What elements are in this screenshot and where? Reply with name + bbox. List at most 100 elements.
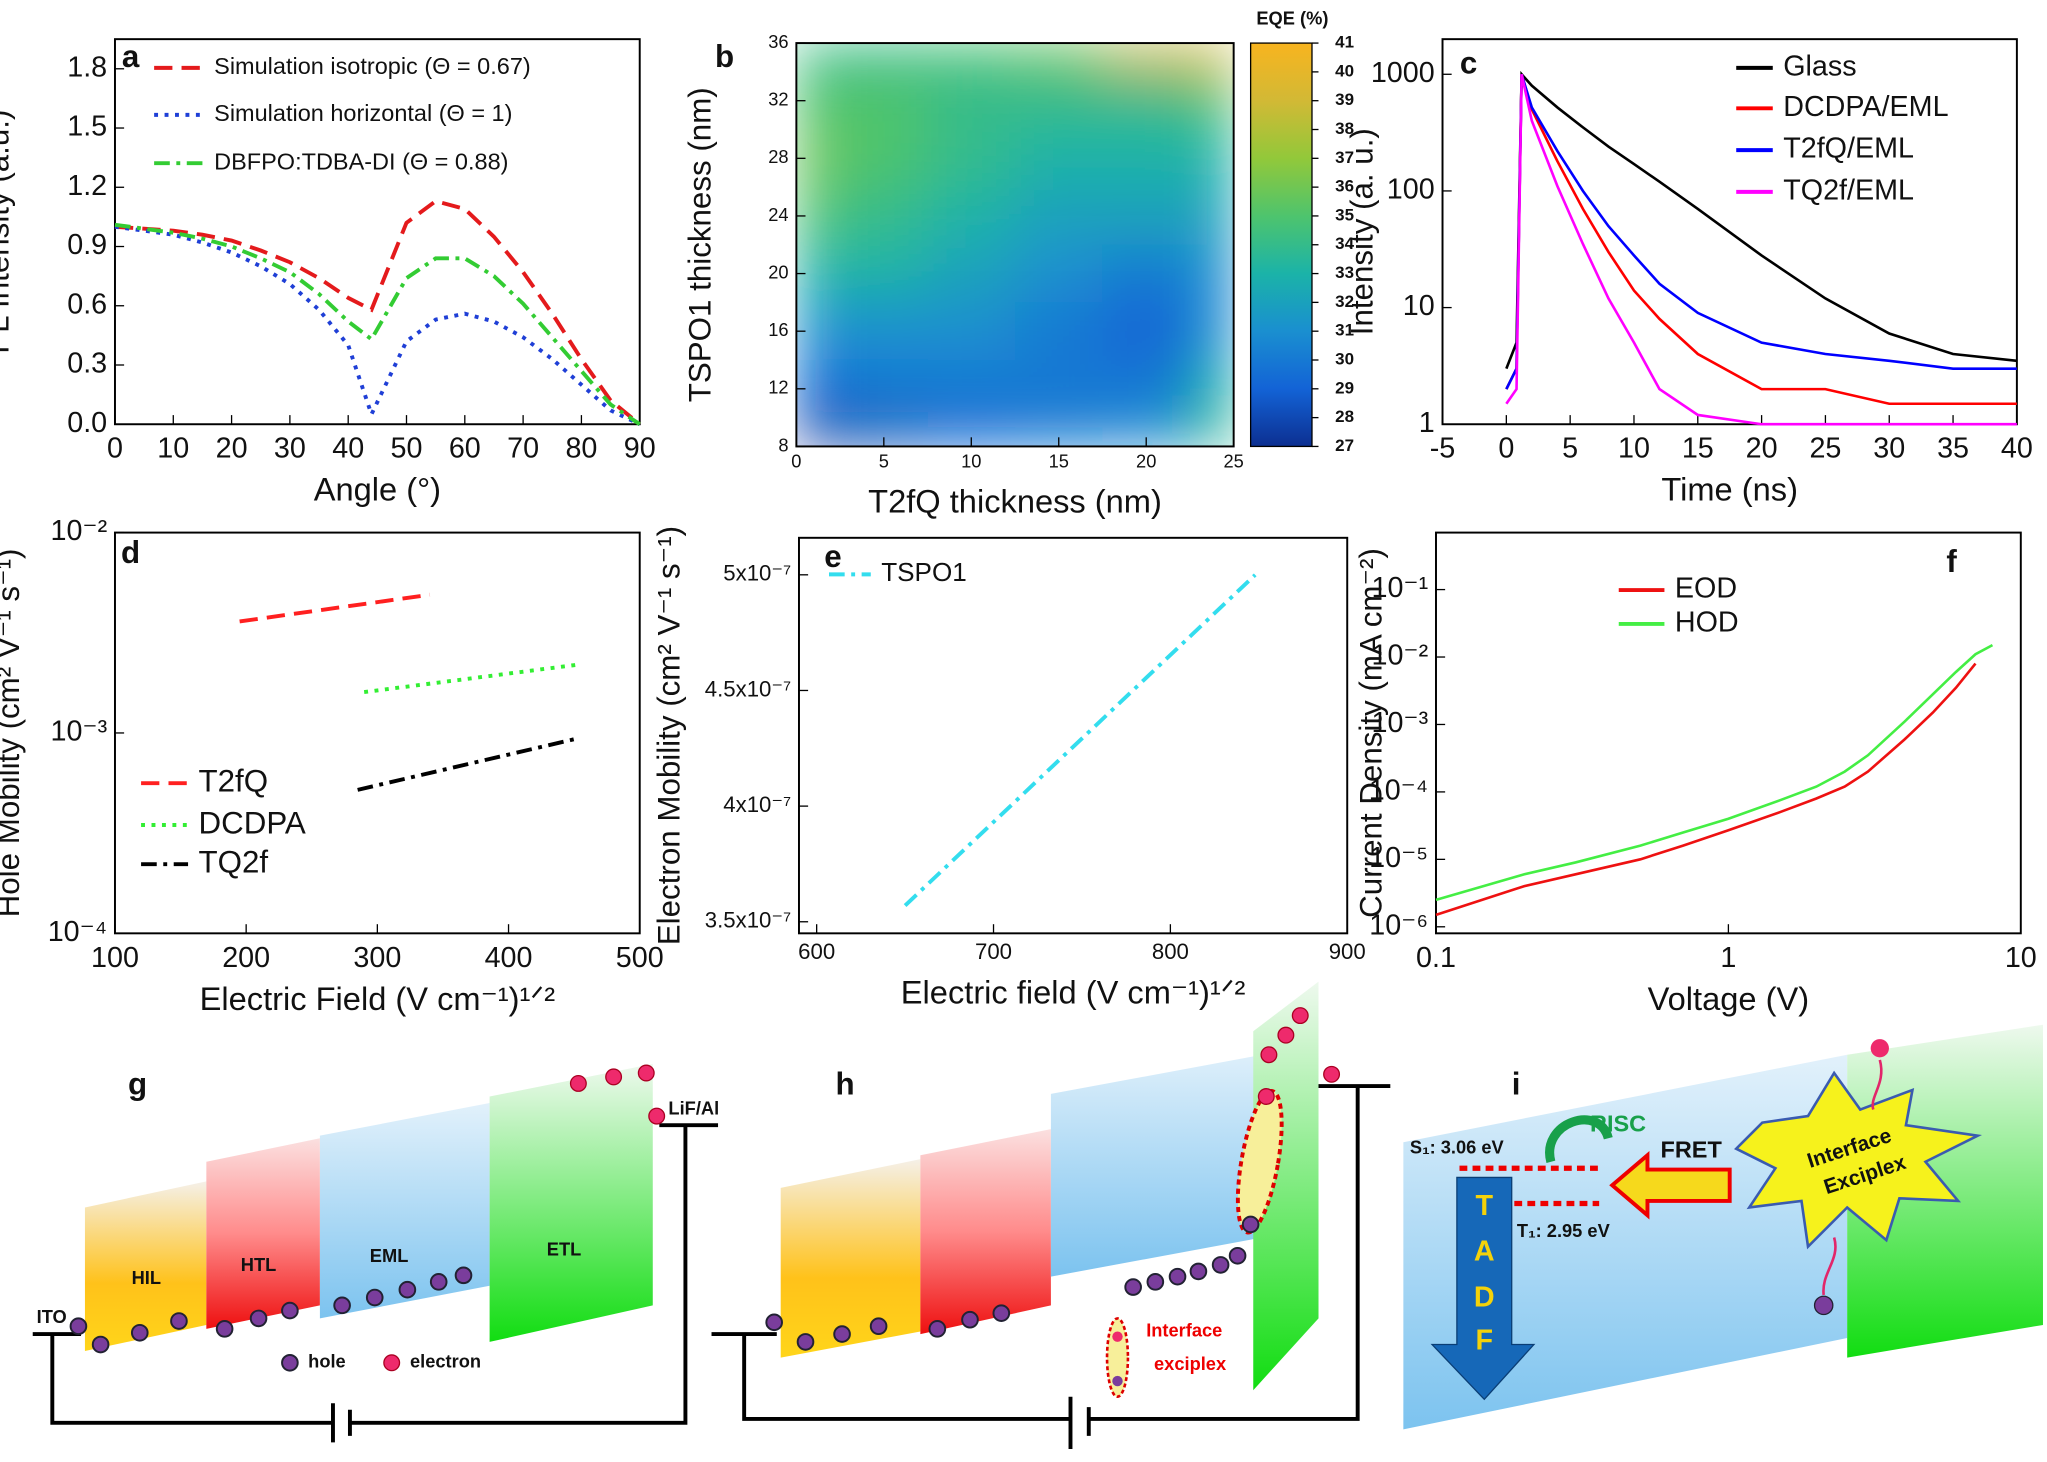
y-tick-label: 32 bbox=[768, 89, 788, 110]
y-tick-label: 10⁻³ bbox=[50, 716, 107, 748]
y-tick-label: 4x10⁻⁷ bbox=[723, 792, 791, 817]
y-tick-label: 4.5x10⁻⁷ bbox=[705, 676, 791, 701]
heat-cell bbox=[1015, 43, 1103, 72]
heat-cell bbox=[1189, 187, 1234, 245]
hil-layer bbox=[84, 1181, 207, 1352]
electron-path bbox=[1871, 1059, 1883, 1110]
circuit bbox=[711, 1084, 1391, 1449]
exciplex-label: exciplex bbox=[1154, 1353, 1227, 1374]
x-tick-label: 35 bbox=[1937, 433, 1969, 465]
y-tick-label: 0.6 bbox=[67, 288, 107, 320]
heat-cell bbox=[927, 43, 1016, 72]
chart-a: 0 10 20 30 40 50 60 70 80 90 0.0 0.3 0.6 0.9 1.2 1.5 1.8… bbox=[0, 38, 656, 508]
x-tick-label: 0.1 bbox=[1416, 942, 1456, 974]
holes bbox=[765, 1215, 1260, 1351]
y-tick-label: 100 bbox=[1387, 174, 1435, 206]
circuit bbox=[32, 1123, 719, 1443]
y-axis-label: Hole Mobility (cm² V⁻¹ s⁻¹) bbox=[0, 549, 26, 918]
x-tick-label: 10 bbox=[1618, 433, 1650, 465]
legend-label: hole bbox=[308, 1351, 346, 1372]
heat-cell bbox=[1102, 302, 1190, 360]
x-tick-label: 60 bbox=[449, 433, 481, 465]
panel-label: d bbox=[121, 535, 140, 570]
htl-layer bbox=[206, 1138, 320, 1329]
tadf-letter: F bbox=[1476, 1324, 1494, 1356]
electrons bbox=[383, 1064, 666, 1372]
layer-label: HTL bbox=[241, 1254, 277, 1275]
fret-label: FRET bbox=[1661, 1137, 1723, 1163]
x-tick-label: 900 bbox=[1329, 939, 1366, 964]
chart-d: 100 200 300 400 500 10⁻⁴ 10⁻³ 10⁻² Electric Fiel… bbox=[0, 515, 664, 1017]
x-tick-label: 0 bbox=[1498, 433, 1514, 465]
series-line bbox=[239, 592, 431, 624]
y-axis-label: Current Density (mA cm⁻²) bbox=[1354, 548, 1389, 918]
level-label: S₁: 3.06 eV bbox=[1410, 1137, 1505, 1158]
legend-label: Glass bbox=[1783, 50, 1856, 82]
plot-frame bbox=[795, 42, 1235, 448]
x-tick-label: 5 bbox=[879, 451, 889, 472]
heat-cell bbox=[1102, 359, 1190, 418]
risc-label: RISC bbox=[1590, 1110, 1646, 1136]
x-axis-label: Voltage (V) bbox=[1648, 980, 1809, 1017]
x-tick-label: 400 bbox=[485, 942, 533, 974]
colorbar-tick-label: 35 bbox=[1335, 205, 1354, 224]
diagram-i: i T A D F S₁: 3.06 eV T₁: 2.95 eV RISC F… bbox=[1403, 1024, 2043, 1430]
x-tick-label: 200 bbox=[222, 942, 270, 974]
y-tick-label: 1.2 bbox=[67, 170, 107, 202]
series-line bbox=[1435, 662, 1977, 917]
hil-layer bbox=[780, 1159, 921, 1358]
x-tick-label: 15 bbox=[1049, 451, 1069, 472]
colorbar-tick-label: 37 bbox=[1335, 148, 1354, 167]
heat-cell bbox=[1015, 187, 1103, 245]
colorbar-tick-label: 38 bbox=[1335, 119, 1354, 138]
exciplex-star bbox=[1734, 1070, 1983, 1250]
heat-cell bbox=[796, 43, 841, 72]
colorbar-tick-label: 41 bbox=[1335, 33, 1354, 52]
x-tick-label: 30 bbox=[274, 433, 306, 465]
y-tick-label: 10⁻⁴ bbox=[1369, 774, 1428, 806]
y-tick-label: 10⁻² bbox=[50, 515, 107, 547]
panel-label: a bbox=[122, 39, 140, 74]
legend-label: EOD bbox=[1675, 573, 1737, 605]
colorbar-tick-label: 32 bbox=[1335, 292, 1354, 311]
x-tick-label: 90 bbox=[624, 433, 656, 465]
series-line bbox=[1505, 73, 2017, 406]
x-tick-label: 40 bbox=[2001, 433, 2033, 465]
x-tick-label: 15 bbox=[1682, 433, 1714, 465]
legend-label: TQ2f/EML bbox=[1783, 174, 1914, 206]
heat-cell bbox=[1189, 302, 1234, 360]
plot-frame bbox=[797, 536, 1349, 935]
y-tick-label: 5x10⁻⁷ bbox=[723, 561, 791, 586]
heat-cell bbox=[1015, 129, 1103, 188]
plot-frame bbox=[113, 531, 641, 935]
heat-cell bbox=[1102, 129, 1190, 188]
legend-label: T2fQ/EML bbox=[1783, 133, 1914, 165]
diagram-h: h Interface exciplex bbox=[711, 981, 1391, 1449]
y-tick-label: 10⁻⁶ bbox=[1369, 909, 1428, 941]
x-tick-label: 5 bbox=[1562, 433, 1578, 465]
chart-c: -5 0 5 10 15 20 25 30 35 40 1 10 100 1000 Time (ns) Int… bbox=[1344, 38, 2033, 508]
panel-label: c bbox=[1460, 46, 1477, 81]
y-tick-label: 36 bbox=[768, 31, 788, 52]
y-tick-label: 3.5x10⁻⁷ bbox=[705, 908, 791, 933]
electrode-label: LiF/Al bbox=[668, 1097, 719, 1118]
electron bbox=[1870, 1039, 1889, 1058]
heat-cell bbox=[1102, 244, 1190, 303]
x-tick-label: 0 bbox=[791, 451, 801, 472]
legend-label: electron bbox=[410, 1351, 481, 1372]
exciplex-label: Interface bbox=[1146, 1319, 1222, 1340]
tadf-letter: D bbox=[1474, 1281, 1495, 1313]
diagram-g: g HIL HTL EML ETL ITO LiF/Al hole electr… bbox=[32, 1063, 719, 1443]
heat-cell bbox=[1102, 187, 1190, 245]
heat-cell bbox=[840, 359, 928, 418]
colorbar-tick-label: 33 bbox=[1335, 263, 1354, 282]
y-tick-label: 10⁻⁵ bbox=[1369, 842, 1428, 874]
y-tick-label: 20 bbox=[768, 261, 788, 282]
y-tick-label: 10⁻⁴ bbox=[48, 916, 107, 948]
chart-b: 27 28 29 30 31 32 33 34 35 36 37 38 39 40 41 EQE (%) 0 5 1… bbox=[683, 7, 1355, 519]
y-tick-label: 0.0 bbox=[67, 407, 107, 439]
y-tick-label: 0.9 bbox=[67, 229, 107, 261]
series-line bbox=[1435, 643, 1994, 902]
y-tick-label: 8 bbox=[778, 434, 788, 455]
